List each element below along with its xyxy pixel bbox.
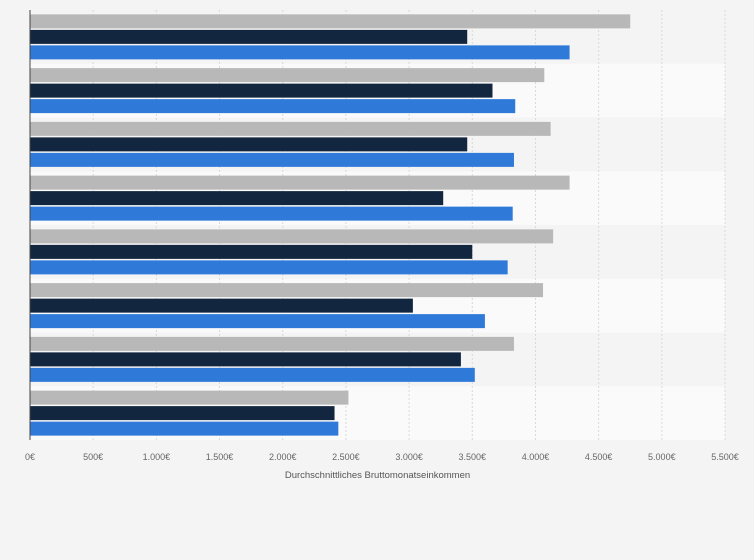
bar-cat6-series3[interactable] — [30, 314, 485, 329]
x-tick-label: 500€ — [83, 452, 103, 462]
bar-cat2-series3[interactable] — [30, 99, 516, 114]
x-tick-label: 2.000€ — [269, 452, 297, 462]
x-tick-labels: 0€ 500€ 1.000€ 1.500€ 2.000€ 2.500€ 3.000€ 3.50… — [25, 452, 739, 462]
bar-cat8-series1[interactable] — [30, 390, 349, 405]
bar-cat2-series2[interactable] — [30, 83, 493, 98]
bar-cat8-series3[interactable] — [30, 421, 339, 436]
x-tick-label: 0€ — [25, 452, 35, 462]
bar-cat4-series1[interactable] — [30, 175, 570, 190]
bar-cat7-series2[interactable] — [30, 352, 461, 367]
bars — [30, 14, 631, 436]
bar-cat3-series1[interactable] — [30, 121, 551, 136]
bar-cat2-series1[interactable] — [30, 68, 545, 83]
bar-cat3-series3[interactable] — [30, 152, 514, 167]
bar-cat4-series3[interactable] — [30, 206, 513, 221]
bar-cat8-series2[interactable] — [30, 406, 335, 421]
x-axis-title: Durchschnittliches Bruttomonatseinkommen — [285, 470, 470, 481]
bar-cat6-series1[interactable] — [30, 283, 544, 298]
bar-cat7-series3[interactable] — [30, 367, 475, 382]
bar-cat5-series3[interactable] — [30, 260, 508, 275]
x-tick-label: 1.000€ — [143, 452, 171, 462]
bar-cat4-series2[interactable] — [30, 191, 444, 206]
bar-cat5-series1[interactable] — [30, 229, 554, 244]
x-tick-label: 4.500€ — [585, 452, 613, 462]
x-tick-label: 2.500€ — [332, 452, 360, 462]
x-tick-label: 3.000€ — [395, 452, 423, 462]
x-tick-label: 3.500€ — [459, 452, 487, 462]
x-tick-label: 4.000€ — [522, 452, 550, 462]
x-tick-label: 5.500€ — [711, 452, 739, 462]
bar-cat1-series1[interactable] — [30, 14, 631, 29]
x-tick-label: 1.500€ — [206, 452, 234, 462]
bar-cat6-series2[interactable] — [30, 298, 413, 313]
bar-cat1-series3[interactable] — [30, 45, 570, 60]
bar-cat3-series2[interactable] — [30, 137, 468, 152]
bar-cat5-series2[interactable] — [30, 244, 473, 259]
x-tick-label: 5.000€ — [648, 452, 676, 462]
bar-cat7-series1[interactable] — [30, 336, 514, 351]
bar-cat1-series2[interactable] — [30, 29, 468, 44]
